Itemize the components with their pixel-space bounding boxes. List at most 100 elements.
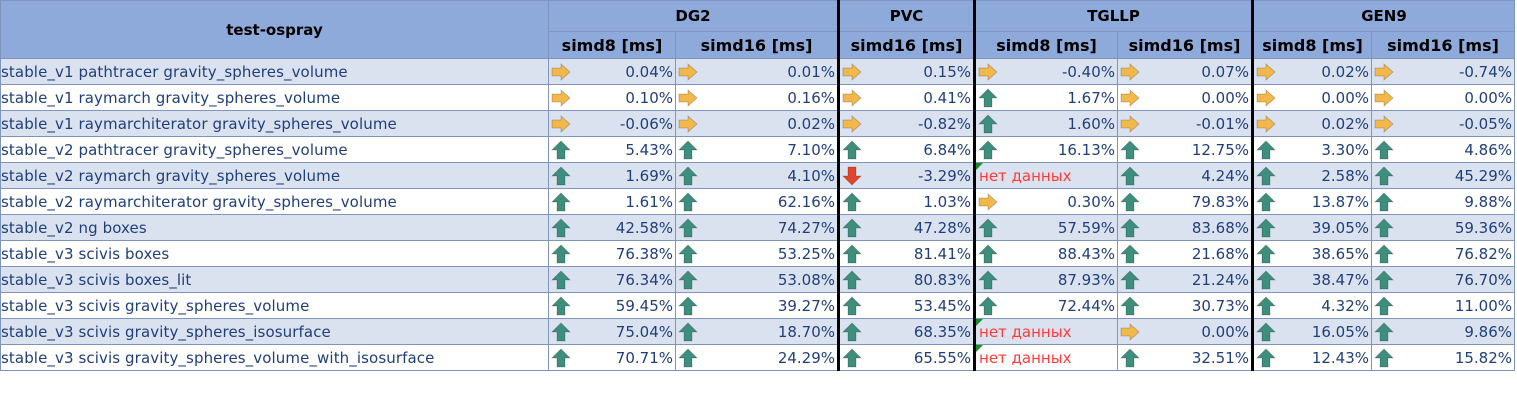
- test-name-cell[interactable]: stable_v3 scivis boxes_lit: [0, 266, 549, 293]
- percent-cell[interactable]: 75.04%: [548, 318, 676, 345]
- test-name-cell[interactable]: stable_v2 ng boxes: [0, 214, 549, 241]
- percent-cell[interactable]: 0.00%: [1117, 84, 1254, 111]
- percent-cell[interactable]: 0.16%: [674, 84, 840, 111]
- percent-cell[interactable]: 1.69%: [548, 162, 676, 189]
- percent-cell[interactable]: 4.24%: [1117, 162, 1254, 189]
- percent-cell[interactable]: 76.70%: [1371, 266, 1516, 293]
- percent-cell[interactable]: 13.87%: [1251, 188, 1373, 215]
- percent-cell[interactable]: 24.29%: [674, 344, 840, 371]
- percent-cell[interactable]: 70.71%: [548, 344, 676, 371]
- test-name-cell[interactable]: stable_v3 scivis gravity_spheres_volume_…: [0, 344, 549, 371]
- flat-arrow-icon: [1256, 63, 1276, 81]
- test-name-cell[interactable]: stable_v2 raymarch gravity_spheres_volum…: [0, 162, 549, 189]
- percent-cell[interactable]: 62.16%: [674, 188, 840, 215]
- percent-cell[interactable]: -0.74%: [1371, 58, 1516, 85]
- percent-cell[interactable]: 16.13%: [973, 136, 1119, 163]
- percent-cell[interactable]: 76.38%: [548, 240, 676, 267]
- no-data-cell[interactable]: нет данных: [973, 344, 1119, 371]
- percent-cell[interactable]: 42.58%: [548, 214, 676, 241]
- percent-cell[interactable]: 32.51%: [1117, 344, 1254, 371]
- percent-cell[interactable]: 18.70%: [674, 318, 840, 345]
- percent-cell[interactable]: 11.00%: [1371, 292, 1516, 319]
- percent-cell[interactable]: -0.01%: [1117, 110, 1254, 137]
- percent-cell[interactable]: 79.83%: [1117, 188, 1254, 215]
- percent-cell[interactable]: 16.05%: [1251, 318, 1373, 345]
- percent-cell[interactable]: -3.29%: [837, 162, 976, 189]
- percent-cell[interactable]: 1.61%: [548, 188, 676, 215]
- percent-cell[interactable]: -0.82%: [837, 110, 976, 137]
- percent-cell[interactable]: 83.68%: [1117, 214, 1254, 241]
- percent-cell[interactable]: 76.82%: [1371, 240, 1516, 267]
- percent-cell[interactable]: 4.86%: [1371, 136, 1516, 163]
- percent-cell[interactable]: 9.86%: [1371, 318, 1516, 345]
- percent-cell[interactable]: 68.35%: [837, 318, 976, 345]
- percent-cell[interactable]: 65.55%: [837, 344, 976, 371]
- percent-cell[interactable]: 72.44%: [973, 292, 1119, 319]
- percent-cell[interactable]: 87.93%: [973, 266, 1119, 293]
- percent-cell[interactable]: 4.10%: [674, 162, 840, 189]
- test-name-cell[interactable]: stable_v2 pathtracer gravity_spheres_vol…: [0, 136, 549, 163]
- percent-value: 80.83%: [913, 271, 972, 289]
- percent-cell[interactable]: 39.27%: [674, 292, 840, 319]
- percent-cell[interactable]: 59.45%: [548, 292, 676, 319]
- percent-cell[interactable]: 0.07%: [1117, 58, 1254, 85]
- up-arrow-icon: [842, 270, 862, 290]
- test-name-cell[interactable]: stable_v2 raymarchiterator gravity_spher…: [0, 188, 549, 215]
- percent-cell[interactable]: 57.59%: [973, 214, 1119, 241]
- percent-cell[interactable]: 47.28%: [837, 214, 976, 241]
- percent-cell[interactable]: 0.04%: [548, 58, 676, 85]
- percent-cell[interactable]: 53.08%: [674, 266, 840, 293]
- percent-cell[interactable]: 21.68%: [1117, 240, 1254, 267]
- percent-cell[interactable]: 0.02%: [1251, 110, 1373, 137]
- no-data-cell[interactable]: нет данных: [973, 318, 1119, 345]
- test-name-cell[interactable]: stable_v3 scivis gravity_spheres_isosurf…: [0, 318, 549, 345]
- percent-cell[interactable]: 0.00%: [1117, 318, 1254, 345]
- percent-cell[interactable]: 74.27%: [674, 214, 840, 241]
- percent-cell[interactable]: 88.43%: [973, 240, 1119, 267]
- percent-cell[interactable]: 0.02%: [674, 110, 840, 137]
- no-data-cell[interactable]: нет данных: [973, 162, 1119, 189]
- percent-cell[interactable]: 1.67%: [973, 84, 1119, 111]
- percent-cell[interactable]: 5.43%: [548, 136, 676, 163]
- test-name-cell[interactable]: stable_v1 raymarchiterator gravity_spher…: [0, 110, 549, 137]
- percent-cell[interactable]: 9.88%: [1371, 188, 1516, 215]
- percent-cell[interactable]: 0.15%: [837, 58, 976, 85]
- percent-cell[interactable]: 3.30%: [1251, 136, 1373, 163]
- percent-cell[interactable]: 7.10%: [674, 136, 840, 163]
- percent-cell[interactable]: -0.06%: [548, 110, 676, 137]
- percent-cell[interactable]: -0.40%: [973, 58, 1119, 85]
- percent-cell[interactable]: 0.41%: [837, 84, 976, 111]
- test-name-cell[interactable]: stable_v1 pathtracer gravity_spheres_vol…: [0, 58, 549, 85]
- percent-cell[interactable]: 6.84%: [837, 136, 976, 163]
- percent-cell[interactable]: 53.25%: [674, 240, 840, 267]
- percent-cell[interactable]: 12.75%: [1117, 136, 1254, 163]
- percent-cell[interactable]: 1.03%: [837, 188, 976, 215]
- percent-cell[interactable]: 38.47%: [1251, 266, 1373, 293]
- percent-cell[interactable]: 76.34%: [548, 266, 676, 293]
- test-name-cell[interactable]: stable_v3 scivis boxes: [0, 240, 549, 267]
- percent-cell[interactable]: 1.60%: [973, 110, 1119, 137]
- percent-cell[interactable]: -0.05%: [1371, 110, 1516, 137]
- percent-value: 76.38%: [615, 245, 673, 263]
- percent-cell[interactable]: 0.30%: [973, 188, 1119, 215]
- percent-cell[interactable]: 38.65%: [1251, 240, 1373, 267]
- percent-cell[interactable]: 0.10%: [548, 84, 676, 111]
- percent-cell[interactable]: 45.29%: [1371, 162, 1516, 189]
- percent-cell[interactable]: 30.73%: [1117, 292, 1254, 319]
- percent-cell[interactable]: 81.41%: [837, 240, 976, 267]
- percent-cell[interactable]: 12.43%: [1251, 344, 1373, 371]
- percent-cell[interactable]: 59.36%: [1371, 214, 1516, 241]
- percent-cell[interactable]: 21.24%: [1117, 266, 1254, 293]
- percent-cell[interactable]: 0.02%: [1251, 58, 1373, 85]
- percent-cell[interactable]: 39.05%: [1251, 214, 1373, 241]
- percent-cell[interactable]: 0.00%: [1251, 84, 1373, 111]
- percent-cell[interactable]: 4.32%: [1251, 292, 1373, 319]
- percent-cell[interactable]: 0.00%: [1371, 84, 1516, 111]
- test-name-cell[interactable]: stable_v1 raymarch gravity_spheres_volum…: [0, 84, 549, 111]
- percent-cell[interactable]: 0.01%: [674, 58, 840, 85]
- test-name-cell[interactable]: stable_v3 scivis gravity_spheres_volume: [0, 292, 549, 319]
- percent-cell[interactable]: 80.83%: [837, 266, 976, 293]
- percent-cell[interactable]: 2.58%: [1251, 162, 1373, 189]
- percent-cell[interactable]: 53.45%: [837, 292, 976, 319]
- percent-cell[interactable]: 15.82%: [1371, 344, 1516, 371]
